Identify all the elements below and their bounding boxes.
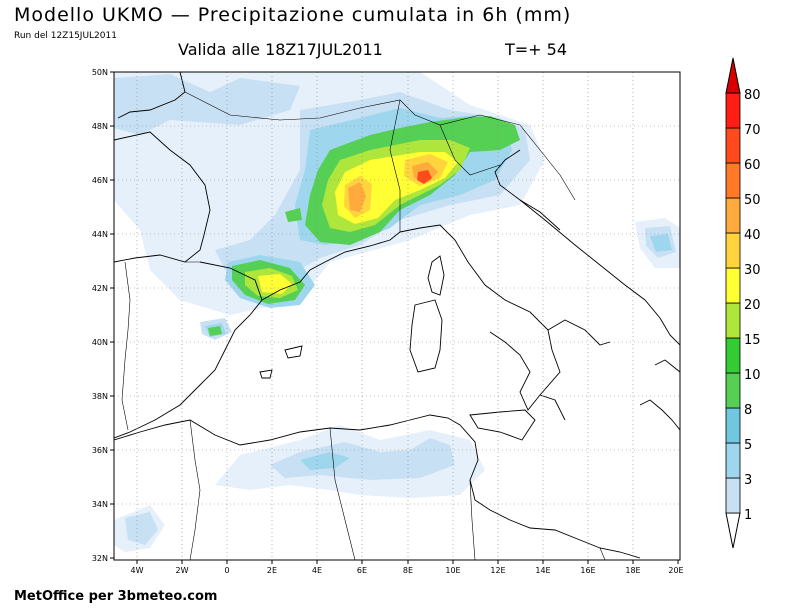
colorbar-label: 3 xyxy=(744,473,752,488)
colorbar-segment xyxy=(725,407,741,444)
colorbar-labels: 1 3 5 8 10 15 20 30 40 50 60 70 80 xyxy=(744,88,761,523)
lon-label: 6E xyxy=(357,566,367,575)
lon-label: 2W xyxy=(176,566,189,575)
longitude-labels: 4W 2W 0 2E 4E 6E 8E 10E 12E 14E 16E 18E … xyxy=(131,566,684,575)
graticule xyxy=(114,72,680,560)
lat-label: 44N xyxy=(92,230,108,239)
lat-label: 42N xyxy=(92,284,108,293)
lon-label: 16E xyxy=(580,566,595,575)
colorbar-segment xyxy=(725,442,741,479)
lat-label: 40N xyxy=(92,338,108,347)
greece-coast xyxy=(639,359,680,431)
colorbar-segment xyxy=(725,337,741,374)
sicily-coast xyxy=(469,409,536,441)
iberia-med-coast xyxy=(114,261,263,439)
lon-label: 4E xyxy=(312,566,322,575)
precipitation-field xyxy=(114,72,680,552)
colorbar-label: 20 xyxy=(744,298,761,313)
italy-coast xyxy=(399,149,611,421)
colorbar-label: 60 xyxy=(744,158,761,173)
colorbar-segment xyxy=(725,92,741,129)
credit-footer: MetOffice per 3bmeteo.com xyxy=(14,589,218,604)
colorbar-segment xyxy=(725,477,741,514)
valid-time: Valida alle 18Z17JUL2011 xyxy=(178,40,383,59)
colorbar-segment xyxy=(725,162,741,199)
lon-label: 12E xyxy=(490,566,505,575)
colorbar-segment xyxy=(725,127,741,164)
north-africa-coast xyxy=(114,414,641,559)
run-date: Run del 12Z15JUL2011 xyxy=(14,31,117,41)
lon-label: 10E xyxy=(445,566,460,575)
map-frame xyxy=(113,71,681,561)
latitude-labels: 32N 34N 36N 38N 40N 42N 44N 46N 48N 50N xyxy=(92,68,108,563)
coastlines xyxy=(114,72,680,560)
colorbar-label: 70 xyxy=(744,123,761,138)
colorbar-label: 8 xyxy=(744,403,752,418)
sardinia-coast xyxy=(409,299,443,373)
south-arrow-icon xyxy=(725,512,741,549)
lat-label: 34N xyxy=(92,500,108,509)
forecast-step: T=+ 54 xyxy=(505,40,568,59)
colorbar-label: 10 xyxy=(744,368,761,383)
colorbar-label: 40 xyxy=(744,228,761,243)
colorbar-label: 1 xyxy=(744,508,752,523)
lon-label: 18E xyxy=(625,566,640,575)
balearic-islands xyxy=(259,345,303,379)
lat-label: 32N xyxy=(92,554,108,563)
map-title: Modello UKMO — Precipitazione cumulata i… xyxy=(14,4,572,26)
lat-label: 38N xyxy=(92,392,108,401)
adriatic-east-coast xyxy=(519,199,680,346)
colorbar-segment xyxy=(725,302,741,339)
corsica-coast xyxy=(427,255,445,296)
country-borders xyxy=(121,91,606,560)
rain-contour-red xyxy=(348,162,438,212)
north-arrow-icon xyxy=(725,57,741,94)
colorbar-label: 50 xyxy=(744,193,761,208)
colorbar: 1 3 5 8 10 15 20 30 40 50 60 70 80 xyxy=(725,57,761,549)
lon-label: 20E xyxy=(668,566,683,575)
lat-label: 48N xyxy=(92,122,108,131)
lat-label: 36N xyxy=(92,446,108,455)
colorbar-label: 80 xyxy=(744,88,761,103)
lat-label: 50N xyxy=(92,68,108,77)
colorbar-label: 5 xyxy=(744,438,752,453)
colorbar-label: 15 xyxy=(744,333,761,348)
colorbar-segment xyxy=(725,232,741,269)
colorbar-label: 30 xyxy=(744,263,761,278)
colorbar-segment xyxy=(725,267,741,304)
lon-label: 8E xyxy=(403,566,413,575)
colorbar-segment xyxy=(725,197,741,234)
lon-label: 0 xyxy=(224,566,229,575)
lon-label: 4W xyxy=(131,566,144,575)
france-med-coast xyxy=(261,231,401,301)
lon-label: 14E xyxy=(535,566,550,575)
lon-label: 2E xyxy=(267,566,277,575)
colorbar-segment xyxy=(725,372,741,409)
lat-label: 46N xyxy=(92,176,108,185)
axis-ticks xyxy=(110,71,679,564)
western-europe-coast xyxy=(114,72,211,263)
